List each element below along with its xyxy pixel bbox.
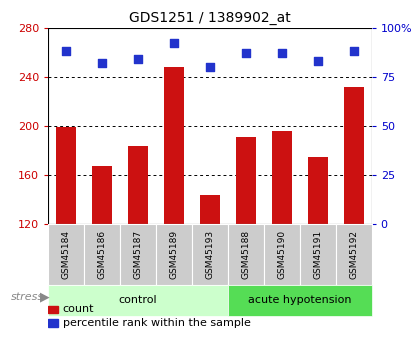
Bar [228,224,264,285]
Text: GSM45187: GSM45187 [134,230,143,279]
Text: control: control [119,295,158,305]
Bar [128,146,148,224]
Text: GSM45184: GSM45184 [62,230,71,279]
Text: GSM45191: GSM45191 [313,230,322,279]
Text: percentile rank within the sample: percentile rank within the sample [63,318,251,328]
Point [315,58,321,64]
Text: ▶: ▶ [40,290,50,303]
Bar [192,224,228,285]
Text: count: count [63,304,94,314]
Text: acute hypotension: acute hypotension [248,295,352,305]
Bar [48,319,58,327]
Text: GSM45192: GSM45192 [349,230,358,279]
Bar [236,137,256,224]
Bar [48,224,84,285]
Point [99,60,105,66]
Bar [56,127,76,224]
Bar [120,224,156,285]
Bar [264,224,300,285]
Point [207,64,213,70]
Text: GSM45193: GSM45193 [205,230,215,279]
Point [171,41,177,46]
Text: GSM45186: GSM45186 [98,230,107,279]
Text: GSM45188: GSM45188 [241,230,250,279]
Point [350,48,357,54]
Point [243,50,249,56]
Point [63,48,70,54]
Bar [308,157,328,224]
Bar [164,67,184,224]
Bar [344,87,364,224]
Point [135,56,142,62]
Text: GSM45190: GSM45190 [277,230,286,279]
Bar [336,224,372,285]
Bar [48,285,228,316]
Bar [228,285,372,316]
Point [278,50,285,56]
Bar [48,306,58,313]
Text: stress: stress [10,292,44,302]
Bar [92,167,112,224]
Bar [84,224,120,285]
Bar [200,195,220,224]
Text: GSM45189: GSM45189 [170,230,178,279]
Bar [272,131,292,224]
Bar [156,224,192,285]
Title: GDS1251 / 1389902_at: GDS1251 / 1389902_at [129,11,291,25]
Bar [300,224,336,285]
